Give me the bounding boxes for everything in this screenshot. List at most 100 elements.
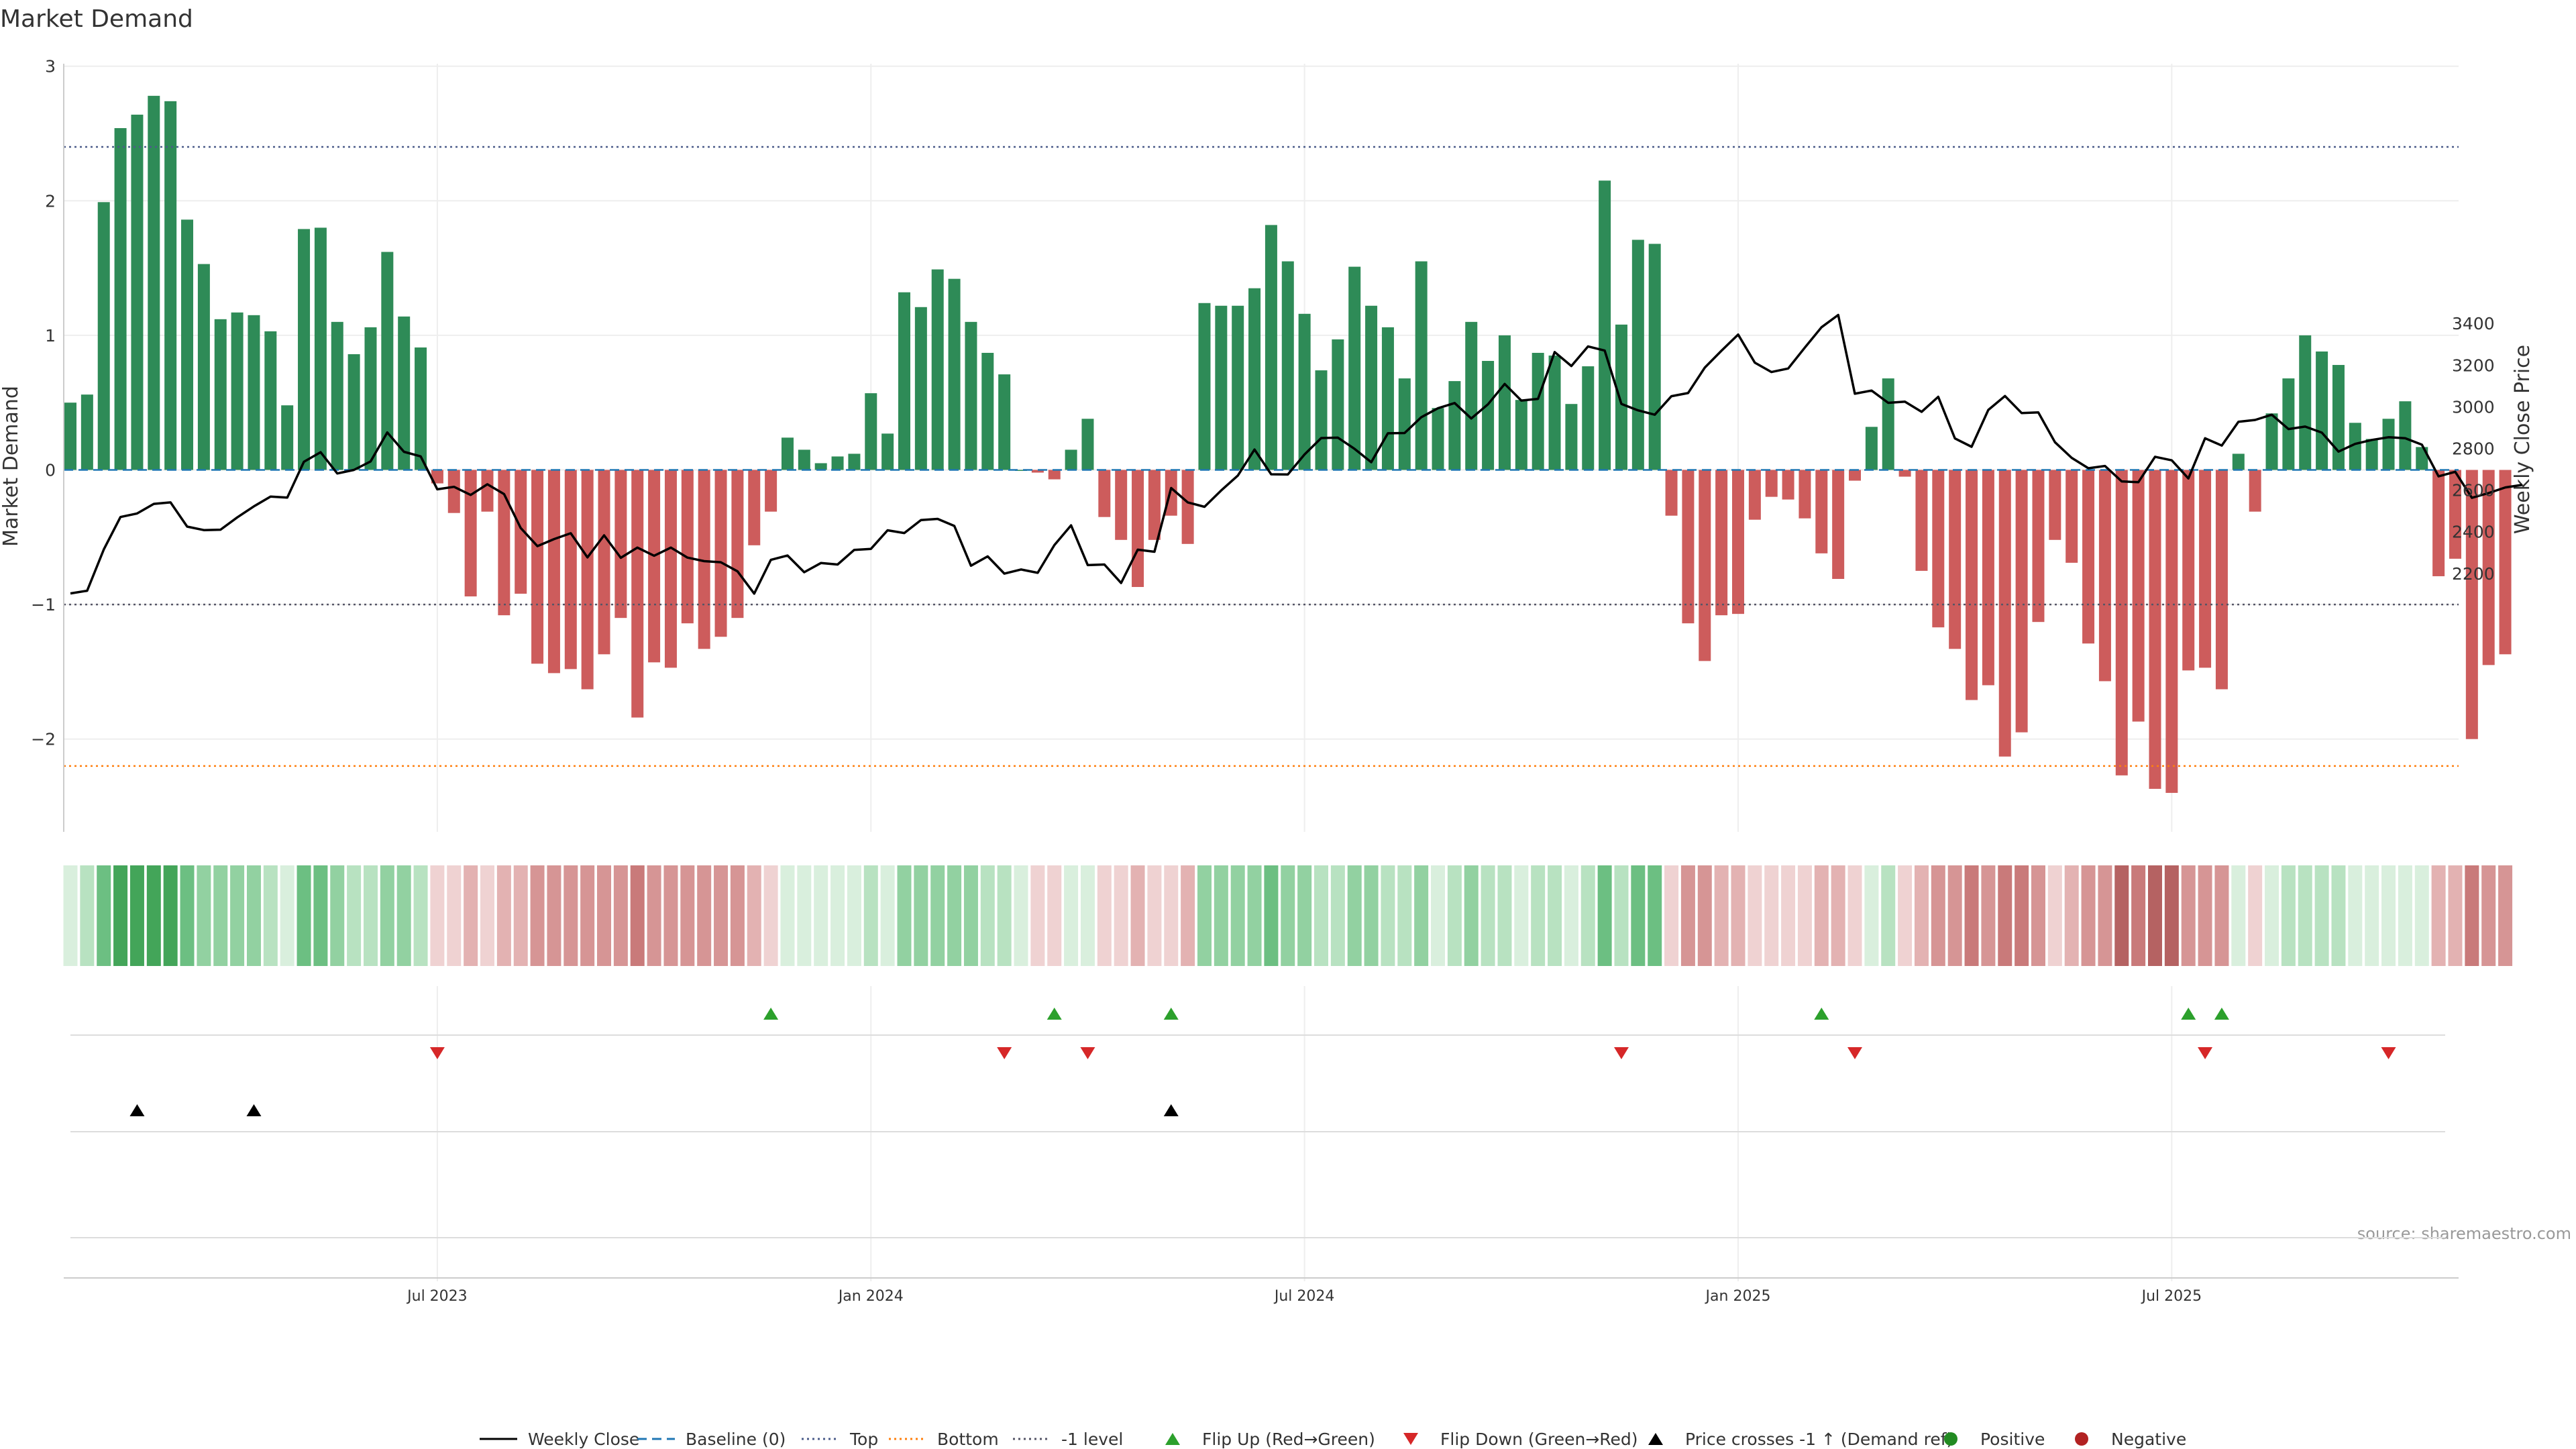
demand-bar-positive bbox=[2282, 378, 2295, 470]
y-right-tick-label: 2600 bbox=[2452, 481, 2495, 500]
legend-label: Bottom bbox=[937, 1430, 999, 1449]
strip-cell-negative bbox=[1731, 865, 1746, 966]
flip-up-marker bbox=[1814, 1008, 1829, 1020]
demand-bar-negative bbox=[648, 470, 661, 663]
strip-cell-positive bbox=[1347, 865, 1362, 966]
demand-bar-positive bbox=[2232, 453, 2245, 470]
demand-bar-positive bbox=[1065, 449, 1077, 470]
demand-bar-negative bbox=[1715, 470, 1728, 616]
legend-label: Negative bbox=[2111, 1430, 2186, 1449]
strip-cell-negative bbox=[547, 865, 561, 966]
price-cross-marker bbox=[246, 1104, 262, 1116]
strip-cell-negative bbox=[580, 865, 595, 966]
demand-bar-negative bbox=[765, 470, 777, 512]
strip-cell-negative bbox=[1998, 865, 2012, 966]
demand-bar-positive bbox=[2365, 439, 2378, 470]
demand-bar-negative bbox=[714, 470, 727, 637]
flip-up-marker bbox=[1046, 1008, 1062, 1020]
strip-cell-negative bbox=[663, 865, 678, 966]
strip-cell-negative bbox=[2081, 865, 2096, 966]
demand-bar-negative bbox=[2149, 470, 2161, 789]
legend-label: Top bbox=[849, 1430, 878, 1449]
demand-bar-negative bbox=[1966, 470, 1978, 700]
strip-cell-negative bbox=[464, 865, 478, 966]
strip-cell-positive bbox=[780, 865, 795, 966]
demand-bar-negative bbox=[2015, 470, 2028, 733]
demand-bar-positive bbox=[1482, 361, 1495, 470]
demand-bar-negative bbox=[2098, 470, 2111, 682]
legend-label: -1 level bbox=[1061, 1430, 1123, 1449]
legend-swatch bbox=[1403, 1433, 1418, 1445]
demand-bar-negative bbox=[2499, 470, 2512, 655]
strip-cell-negative bbox=[2064, 865, 2079, 966]
legend-item: Baseline (0) bbox=[637, 1430, 786, 1449]
strip-cell-positive bbox=[1580, 865, 1595, 966]
legend-swatch bbox=[1944, 1432, 1957, 1446]
demand-bar-negative bbox=[2215, 470, 2228, 690]
strip-cell-positive bbox=[413, 865, 428, 966]
demand-bar-positive bbox=[1498, 335, 1511, 470]
price-cross-marker bbox=[129, 1104, 145, 1116]
strip-cell-positive bbox=[1414, 865, 1429, 966]
legend-item: Top bbox=[802, 1430, 878, 1449]
strip-cell-positive bbox=[113, 865, 128, 966]
strip-cell-positive bbox=[797, 865, 812, 966]
strip-cell-positive bbox=[313, 865, 328, 966]
strip-cell-positive bbox=[2414, 865, 2429, 966]
strip-cell-positive bbox=[1080, 865, 1095, 966]
demand-bar-negative bbox=[1098, 470, 1111, 517]
strip-cell-positive bbox=[380, 865, 394, 966]
strip-cell-negative bbox=[1680, 865, 1695, 966]
legend-label: Flip Up (Red→Green) bbox=[1202, 1430, 1375, 1449]
strip-cell-positive bbox=[863, 865, 878, 966]
y-left-tick-label: 1 bbox=[45, 326, 56, 345]
strip-cell-negative bbox=[1130, 865, 1145, 966]
demand-bar-positive bbox=[948, 278, 961, 470]
legend-item: Negative bbox=[2075, 1430, 2186, 1449]
demand-bar-negative bbox=[1748, 470, 1761, 520]
demand-bar-negative bbox=[2249, 470, 2261, 512]
strip-cell-positive bbox=[1864, 865, 1879, 966]
strip-cell-negative bbox=[430, 865, 445, 966]
strip-cell-positive bbox=[180, 865, 195, 966]
strip-cell-positive bbox=[1247, 865, 1262, 966]
demand-bar-positive bbox=[131, 114, 144, 470]
demand-bar-positive bbox=[1232, 305, 1244, 470]
strip-cell-positive bbox=[1481, 865, 1495, 966]
demand-bar-positive bbox=[1015, 470, 1028, 471]
demand-bar-positive bbox=[865, 393, 877, 470]
demand-bar-positive bbox=[814, 463, 827, 470]
strip-cell-positive bbox=[330, 865, 345, 966]
strip-cell-positive bbox=[163, 865, 178, 966]
demand-bar-positive bbox=[2265, 413, 2278, 470]
demand-bar-positive bbox=[998, 374, 1011, 470]
strip-cell-negative bbox=[1814, 865, 1829, 966]
demand-bar-positive bbox=[1248, 288, 1261, 470]
demand-bar-negative bbox=[2082, 470, 2095, 644]
strip-cell-positive bbox=[2265, 865, 2279, 966]
strip-cell-positive bbox=[1064, 865, 1079, 966]
flip-down-marker bbox=[1613, 1047, 1629, 1059]
strip-cell-negative bbox=[1047, 865, 1062, 966]
demand-bar-negative bbox=[731, 470, 744, 619]
demand-bar-positive bbox=[1198, 303, 1211, 470]
strip-cell-positive bbox=[947, 865, 962, 966]
chart-title: Market Demand bbox=[0, 5, 193, 33]
strip-cell-positive bbox=[263, 865, 278, 966]
strip-cell-negative bbox=[2181, 865, 2196, 966]
demand-bar-positive bbox=[1582, 366, 1595, 470]
demand-bar-negative bbox=[1949, 470, 1962, 649]
demand-bar-positive bbox=[114, 127, 127, 470]
strip-cell-negative bbox=[2114, 865, 2129, 966]
strip-cell-positive bbox=[1614, 865, 1629, 966]
strip-cell-positive bbox=[847, 865, 861, 966]
strip-cell-negative bbox=[630, 865, 645, 966]
y-right-axis-label: Weekly Close Price bbox=[2511, 345, 2534, 534]
legend-label: Positive bbox=[1980, 1430, 2045, 1449]
strip-cell-positive bbox=[97, 865, 111, 966]
demand-bar-positive bbox=[2349, 423, 2361, 470]
flip-up-marker bbox=[2181, 1008, 2196, 1020]
demand-bar-negative bbox=[1031, 470, 1044, 473]
demand-bar-positive bbox=[1365, 305, 1378, 470]
strip-cell-negative bbox=[2465, 865, 2479, 966]
